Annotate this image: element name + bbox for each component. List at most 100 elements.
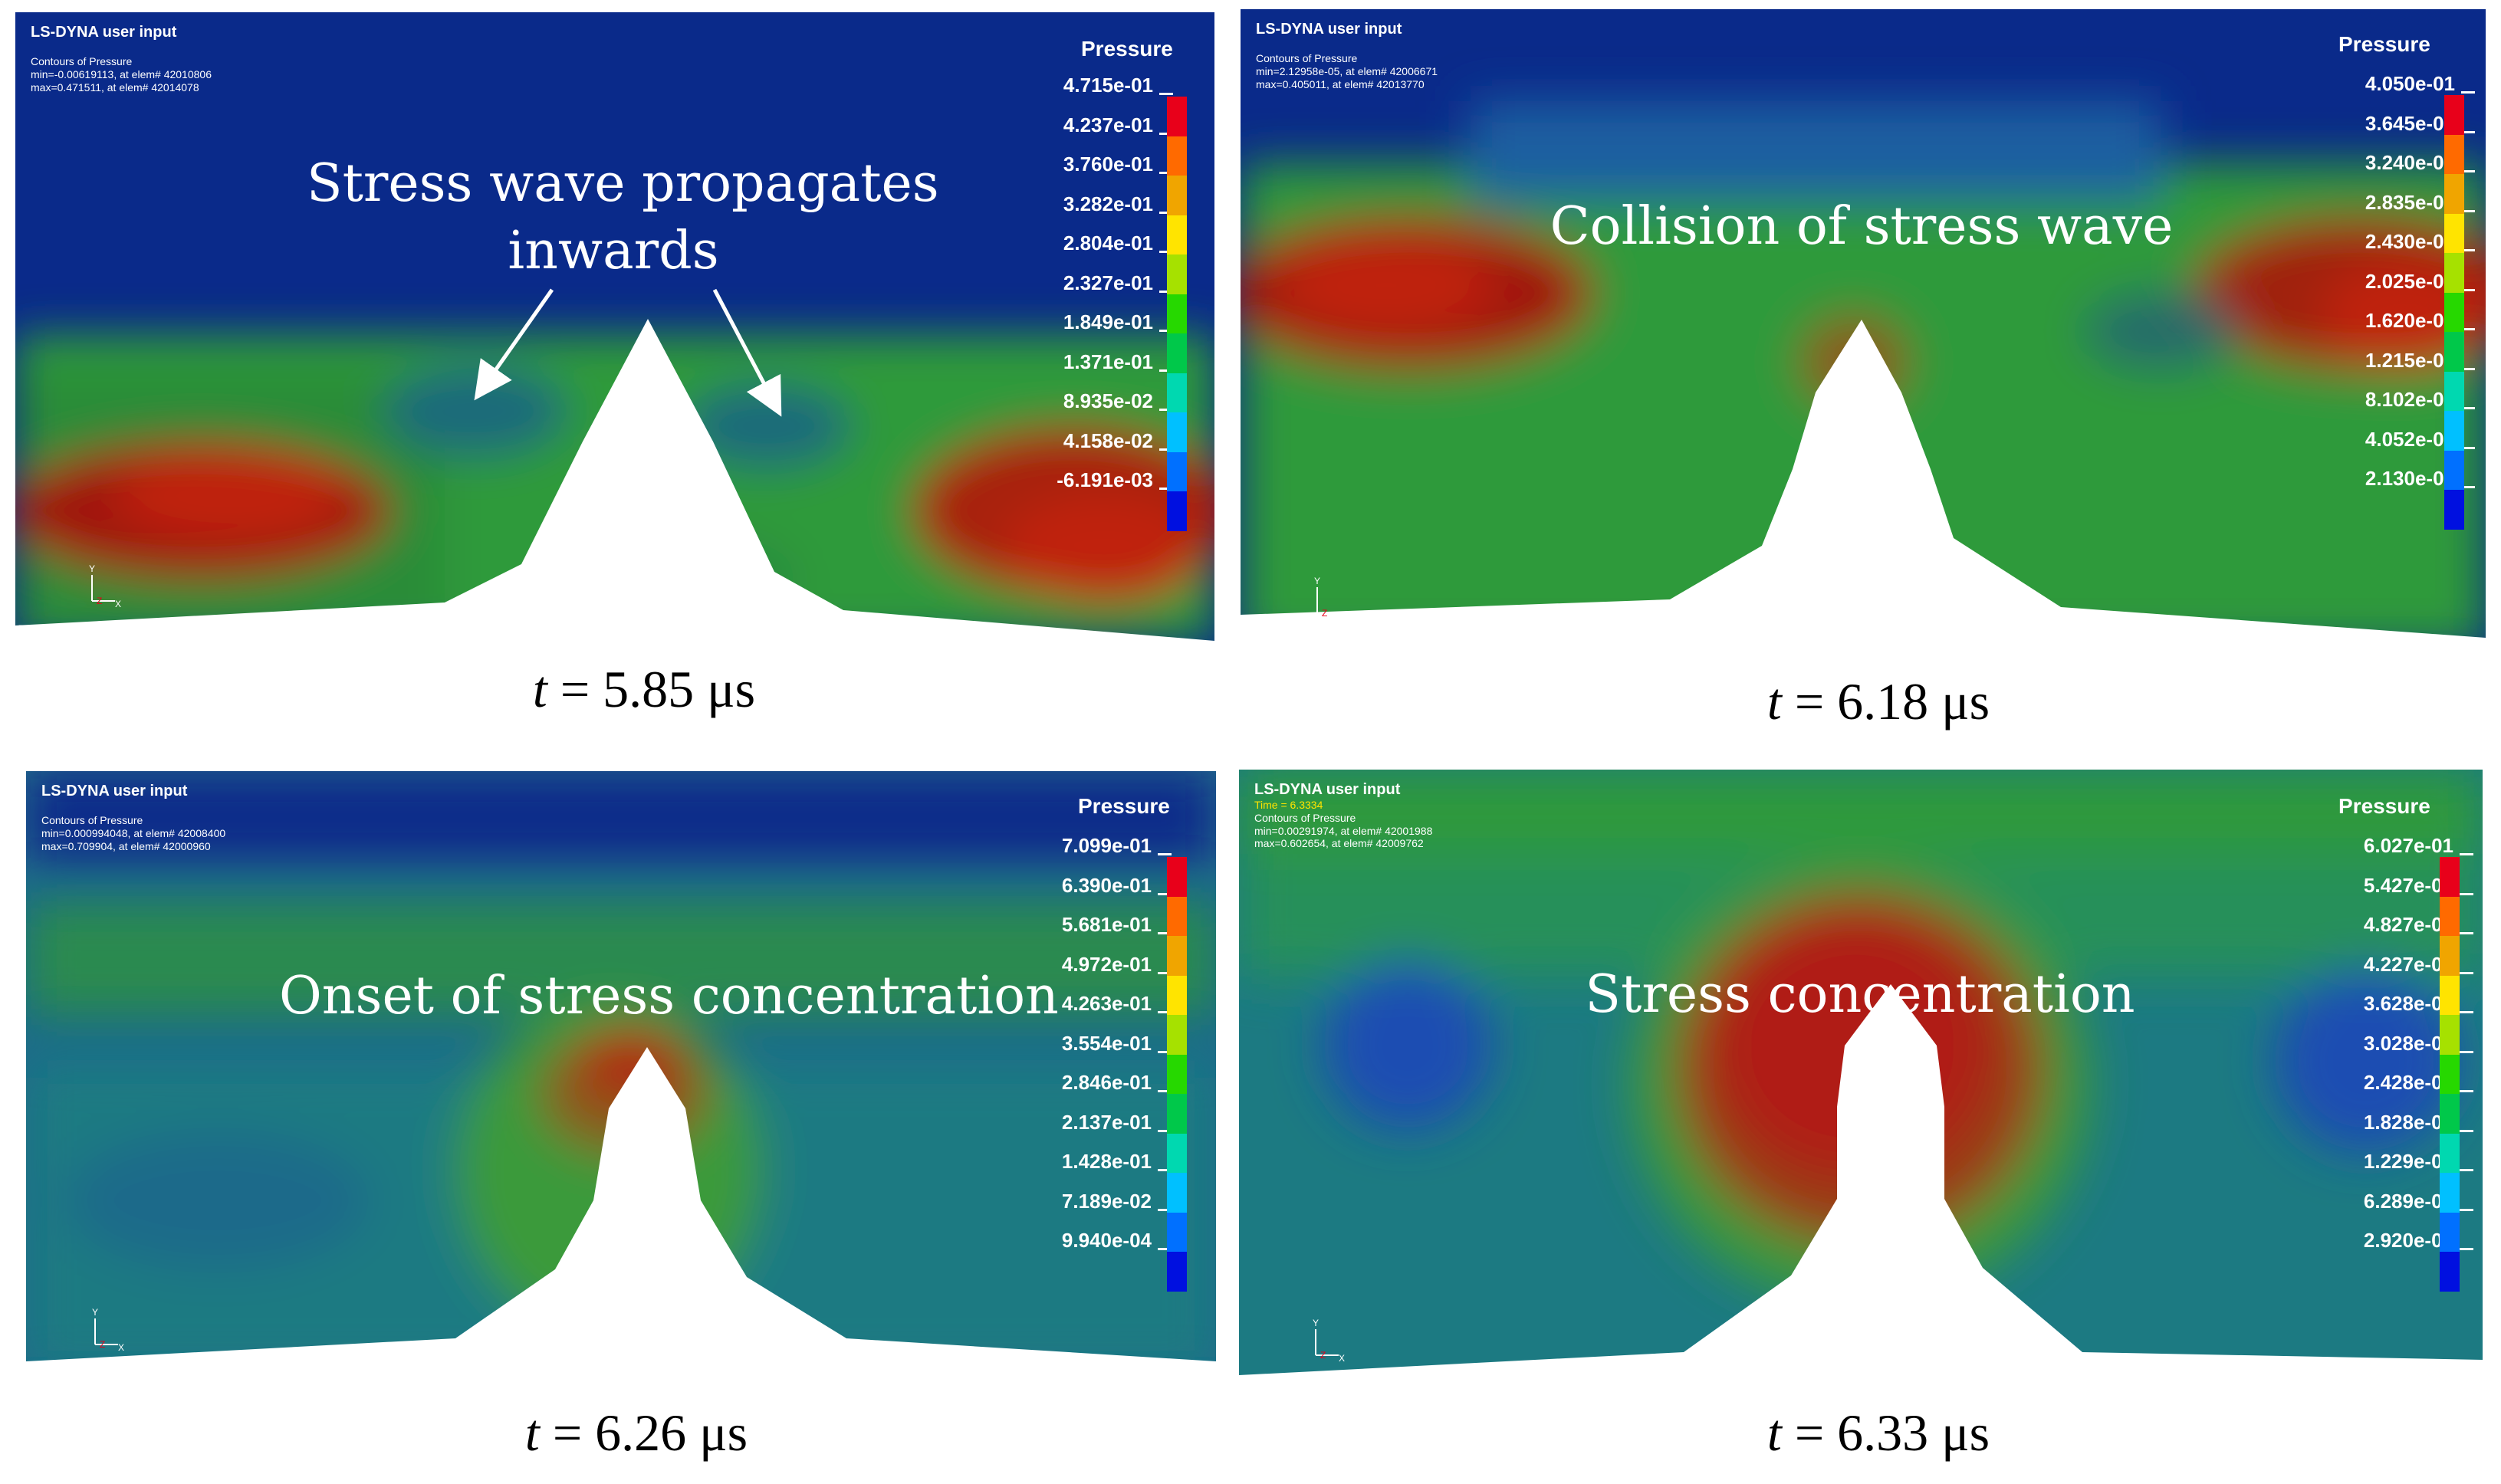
legend-tick-label: 2.130e-05 bbox=[2306, 467, 2475, 491]
pressure-field-image bbox=[1241, 9, 2486, 648]
legend-swatch bbox=[1167, 254, 1187, 294]
axis-y-label: Y bbox=[89, 564, 95, 574]
axis-z-label: Z bbox=[100, 1339, 105, 1350]
legend-tick-label: 1.371e-01 bbox=[1004, 350, 1173, 374]
axis-x-label: X bbox=[118, 1342, 124, 1353]
legend-tick-label: 3.240e-01 bbox=[2306, 151, 2475, 175]
arrow-right bbox=[712, 288, 782, 417]
caption-t633: t = 6.33 μs bbox=[1664, 1403, 2093, 1463]
legend-swatch bbox=[2444, 450, 2464, 491]
axis-z-label: Z bbox=[1322, 608, 1327, 619]
legend-tick-label: 8.102e-02 bbox=[2306, 388, 2475, 412]
legend-swatch bbox=[1167, 333, 1187, 373]
legend-swatch bbox=[2440, 1212, 2460, 1253]
legend-swatch bbox=[1167, 136, 1187, 176]
legend-tick-label: 4.237e-01 bbox=[1004, 113, 1173, 137]
header-info: LS-DYNA user input Contours of Pressure … bbox=[1256, 20, 1438, 90]
axis-z-label: Z bbox=[97, 596, 102, 606]
wave-arrows bbox=[474, 288, 782, 417]
legend-swatch bbox=[1167, 1252, 1187, 1292]
max-value: max=0.405011, at elem# 42013770 bbox=[1256, 77, 1425, 90]
legend-tick-label: 2.025e-01 bbox=[2306, 270, 2475, 294]
legend-swatch bbox=[1167, 1094, 1187, 1134]
annotation-line-2: inwards bbox=[508, 221, 719, 282]
legend-tick-label: 1.620e-01 bbox=[2306, 309, 2475, 333]
legend-tick-label: 6.289e-02 bbox=[2305, 1190, 2473, 1213]
legend-tick-label: 4.827e-01 bbox=[2305, 913, 2473, 937]
legend-swatch bbox=[1167, 936, 1187, 976]
legend-swatch bbox=[1167, 1015, 1187, 1055]
legend-swatch bbox=[1167, 857, 1187, 897]
legend-tick-label: 2.920e-03 bbox=[2305, 1229, 2473, 1253]
caption-variable: t bbox=[1766, 672, 1782, 731]
legend-swatch bbox=[2440, 1094, 2460, 1134]
legend-swatch bbox=[2440, 1015, 2460, 1055]
legend-tick-label: 4.050e-01 bbox=[2306, 72, 2475, 96]
contour-label: Contours of Pressure bbox=[31, 55, 133, 67]
legend-swatch bbox=[2440, 1252, 2460, 1292]
axis-x-label: X bbox=[1340, 611, 1346, 622]
legend-swatch bbox=[1167, 412, 1187, 452]
legend-tick-label: 5.681e-01 bbox=[1003, 913, 1172, 937]
min-value: min=0.00291974, at elem# 42001988 bbox=[1254, 824, 1433, 837]
legend-swatch bbox=[2444, 411, 2464, 451]
annotation-line-1: Stress wave propagates bbox=[307, 153, 939, 214]
legend-swatch bbox=[2444, 174, 2464, 214]
legend-tick-label: 2.137e-01 bbox=[1003, 1111, 1172, 1134]
caption-value: = 6.33 μs bbox=[1794, 1404, 1990, 1462]
legend-swatch bbox=[2444, 95, 2464, 135]
caption-value: = 5.85 μs bbox=[560, 660, 756, 718]
annotation-line-1: Onset of stress concentration bbox=[279, 966, 1059, 1026]
panel-t618: LS-DYNA user input Contours of Pressure … bbox=[1241, 9, 2486, 648]
header-info: LS-DYNA user input Time = 6.3334 Contour… bbox=[1254, 780, 1432, 850]
legend-tick-label: 9.940e-04 bbox=[1003, 1229, 1172, 1253]
annotation-text: Collision of stress wave bbox=[1547, 193, 2176, 261]
legend-tick-label: 8.935e-02 bbox=[1004, 389, 1173, 413]
panel-t633: LS-DYNA user input Time = 6.3334 Contour… bbox=[1239, 770, 2483, 1383]
time-value: Time = 6.3334 bbox=[1254, 799, 1323, 811]
legend-tick-label: 3.628e-01 bbox=[2305, 992, 2473, 1016]
legend-tick-label: 3.645e-01 bbox=[2306, 112, 2475, 136]
panel-t585: LS-DYNA user input Contours of Pressure … bbox=[15, 12, 1214, 641]
legend-tick-label: 2.835e-01 bbox=[2306, 191, 2475, 215]
legend-tick-label: 2.846e-01 bbox=[1003, 1071, 1172, 1095]
legend-tick-label: 2.327e-01 bbox=[1004, 271, 1173, 295]
legend-swatch bbox=[1167, 1173, 1187, 1213]
legend-tick-label: 1.828e-01 bbox=[2305, 1111, 2473, 1134]
axis-triad: Y Z X bbox=[1313, 1318, 1345, 1364]
legend-swatch bbox=[2440, 896, 2460, 937]
min-value: min=2.12958e-05, at elem# 42006671 bbox=[1256, 64, 1438, 77]
legend-swatch bbox=[2444, 292, 2464, 333]
caption-t585: t = 5.85 μs bbox=[429, 659, 859, 720]
app-title: LS-DYNA user input bbox=[1256, 21, 1402, 38]
contour-label: Contours of Pressure bbox=[41, 814, 143, 826]
legend-swatch bbox=[1167, 1212, 1187, 1253]
annotation-line-1: Stress concentration bbox=[1585, 964, 2135, 1025]
annotation-text: Onset of stress concentration bbox=[279, 963, 1059, 1030]
panel-t626: LS-DYNA user input Contours of Pressure … bbox=[26, 771, 1216, 1372]
header-info: LS-DYNA user input Contours of Pressure … bbox=[31, 23, 212, 94]
legend-swatch bbox=[2444, 253, 2464, 293]
axis-y-label: Y bbox=[1313, 1318, 1319, 1328]
legend-swatch bbox=[2440, 857, 2460, 897]
legend-tick-label: 1.849e-01 bbox=[1004, 310, 1173, 334]
max-value: max=0.602654, at elem# 42009762 bbox=[1254, 837, 1424, 850]
arrow-left bbox=[474, 288, 554, 401]
legend-swatch bbox=[1167, 1054, 1187, 1095]
legend-title: Pressure bbox=[2338, 32, 2430, 56]
legend-tick-label: 2.430e-01 bbox=[2306, 230, 2475, 254]
legend-swatch bbox=[1167, 294, 1187, 334]
legend-tick-label: -6.191e-03 bbox=[1004, 468, 1173, 492]
min-value: min=-0.00619113, at elem# 42010806 bbox=[31, 67, 212, 80]
legend-swatch bbox=[2440, 975, 2460, 1016]
caption-variable: t bbox=[524, 1404, 540, 1462]
legend-swatch bbox=[2444, 134, 2464, 175]
legend-tick-label: 3.282e-01 bbox=[1004, 192, 1173, 216]
caption-t626: t = 6.26 μs bbox=[422, 1403, 851, 1463]
axis-y-label: Y bbox=[92, 1308, 98, 1318]
axis-triad: Y Z X bbox=[1314, 576, 1346, 622]
app-title: LS-DYNA user input bbox=[41, 783, 188, 799]
contour-label: Contours of Pressure bbox=[1256, 52, 1358, 64]
legend-tick-label: 7.099e-01 bbox=[1003, 834, 1172, 858]
legend-tick-label: 2.428e-01 bbox=[2305, 1071, 2473, 1095]
